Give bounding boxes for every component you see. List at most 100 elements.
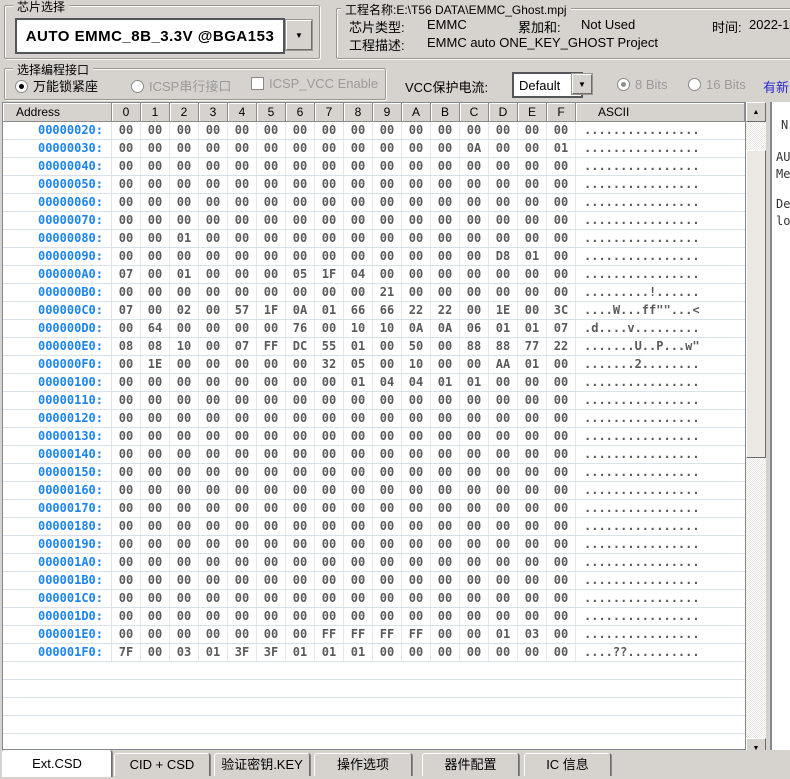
byte-cell[interactable]: 00: [460, 518, 489, 535]
byte-cell[interactable]: 01: [431, 374, 460, 391]
byte-cell[interactable]: 00: [547, 644, 576, 661]
byte-cell[interactable]: 00: [257, 500, 286, 517]
byte-cell[interactable]: 00: [460, 644, 489, 661]
byte-cell[interactable]: 00: [228, 320, 257, 337]
byte-cell[interactable]: 00: [431, 428, 460, 445]
byte-cell[interactable]: 0A: [286, 302, 315, 319]
byte-cell[interactable]: 00: [547, 410, 576, 427]
byte-cell[interactable]: 00: [228, 356, 257, 373]
byte-cell[interactable]: 00: [489, 158, 518, 175]
byte-cell[interactable]: 00: [199, 140, 228, 157]
byte-cell[interactable]: 00: [286, 230, 315, 247]
byte-cell[interactable]: 00: [344, 518, 373, 535]
byte-cell[interactable]: 00: [170, 446, 199, 463]
byte-cell[interactable]: 00: [402, 482, 431, 499]
byte-cell[interactable]: 00: [547, 590, 576, 607]
byte-cell[interactable]: 00: [373, 482, 402, 499]
byte-cell[interactable]: 00: [518, 374, 547, 391]
byte-cell[interactable]: 00: [547, 356, 576, 373]
byte-cell[interactable]: FF: [315, 626, 344, 643]
byte-cell[interactable]: 00: [199, 410, 228, 427]
byte-cell[interactable]: 00: [402, 284, 431, 301]
byte-cell[interactable]: 00: [228, 464, 257, 481]
byte-cell[interactable]: 00: [344, 428, 373, 445]
byte-cell[interactable]: 00: [315, 518, 344, 535]
byte-cell[interactable]: FF: [257, 338, 286, 355]
byte-cell[interactable]: 00: [228, 626, 257, 643]
byte-cell[interactable]: 00: [112, 230, 141, 247]
byte-cell[interactable]: 00: [112, 608, 141, 625]
byte-cell[interactable]: 00: [257, 284, 286, 301]
byte-cell[interactable]: 00: [199, 122, 228, 139]
byte-cell[interactable]: 00: [112, 572, 141, 589]
byte-cell[interactable]: 00: [257, 536, 286, 553]
byte-cell[interactable]: 00: [199, 338, 228, 355]
byte-cell[interactable]: 00: [315, 122, 344, 139]
byte-cell[interactable]: 00: [112, 158, 141, 175]
byte-cell[interactable]: 00: [344, 554, 373, 571]
byte-cell[interactable]: 00: [170, 518, 199, 535]
byte-cell[interactable]: 00: [518, 500, 547, 517]
byte-cell[interactable]: 10: [344, 320, 373, 337]
byte-cell[interactable]: 00: [170, 212, 199, 229]
byte-cell[interactable]: 00: [141, 482, 170, 499]
byte-cell[interactable]: 00: [112, 374, 141, 391]
byte-cell[interactable]: 00: [228, 518, 257, 535]
byte-cell[interactable]: 00: [518, 284, 547, 301]
byte-cell[interactable]: 3C: [547, 302, 576, 319]
byte-cell[interactable]: 00: [547, 464, 576, 481]
byte-cell[interactable]: 00: [170, 176, 199, 193]
byte-cell[interactable]: 00: [489, 212, 518, 229]
byte-cell[interactable]: 00: [431, 230, 460, 247]
byte-cell[interactable]: 00: [199, 536, 228, 553]
byte-cell[interactable]: 00: [199, 428, 228, 445]
byte-cell[interactable]: 00: [228, 572, 257, 589]
byte-cell[interactable]: 00: [489, 518, 518, 535]
byte-cell[interactable]: 00: [286, 194, 315, 211]
byte-cell[interactable]: 00: [257, 572, 286, 589]
byte-cell[interactable]: 00: [402, 176, 431, 193]
byte-cell[interactable]: 00: [344, 392, 373, 409]
byte-cell[interactable]: 00: [112, 284, 141, 301]
byte-cell[interactable]: 00: [431, 122, 460, 139]
byte-cell[interactable]: 00: [286, 122, 315, 139]
byte-cell[interactable]: 00: [199, 482, 228, 499]
byte-cell[interactable]: 00: [141, 626, 170, 643]
byte-cell[interactable]: 00: [257, 248, 286, 265]
byte-cell[interactable]: 00: [199, 590, 228, 607]
byte-cell[interactable]: AA: [489, 356, 518, 373]
byte-cell[interactable]: 05: [286, 266, 315, 283]
byte-cell[interactable]: 00: [112, 356, 141, 373]
byte-cell[interactable]: 00: [112, 428, 141, 445]
byte-cell[interactable]: 00: [286, 428, 315, 445]
byte-cell[interactable]: 00: [344, 572, 373, 589]
byte-cell[interactable]: 00: [489, 554, 518, 571]
byte-cell[interactable]: 00: [141, 140, 170, 157]
byte-cell[interactable]: 01: [547, 140, 576, 157]
byte-cell[interactable]: 00: [199, 500, 228, 517]
byte-cell[interactable]: 00: [431, 500, 460, 517]
byte-cell[interactable]: 00: [199, 212, 228, 229]
byte-cell[interactable]: 76: [286, 320, 315, 337]
byte-cell[interactable]: 00: [228, 122, 257, 139]
byte-cell[interactable]: 00: [431, 590, 460, 607]
byte-cell[interactable]: 00: [460, 464, 489, 481]
byte-cell[interactable]: 00: [141, 644, 170, 661]
byte-cell[interactable]: 00: [489, 428, 518, 445]
byte-cell[interactable]: 00: [344, 140, 373, 157]
byte-cell[interactable]: 00: [257, 554, 286, 571]
byte-cell[interactable]: 00: [112, 518, 141, 535]
byte-cell[interactable]: 00: [141, 194, 170, 211]
byte-cell[interactable]: 00: [199, 302, 228, 319]
byte-cell[interactable]: 00: [199, 158, 228, 175]
byte-cell[interactable]: 00: [460, 446, 489, 463]
byte-cell[interactable]: 00: [547, 572, 576, 589]
byte-cell[interactable]: 00: [199, 608, 228, 625]
tab-operation-options[interactable]: 操作选项: [314, 753, 412, 776]
byte-cell[interactable]: 01: [344, 374, 373, 391]
byte-cell[interactable]: 00: [344, 464, 373, 481]
byte-cell[interactable]: 00: [431, 356, 460, 373]
byte-cell[interactable]: 00: [199, 320, 228, 337]
byte-cell[interactable]: 00: [460, 212, 489, 229]
byte-cell[interactable]: 00: [170, 356, 199, 373]
